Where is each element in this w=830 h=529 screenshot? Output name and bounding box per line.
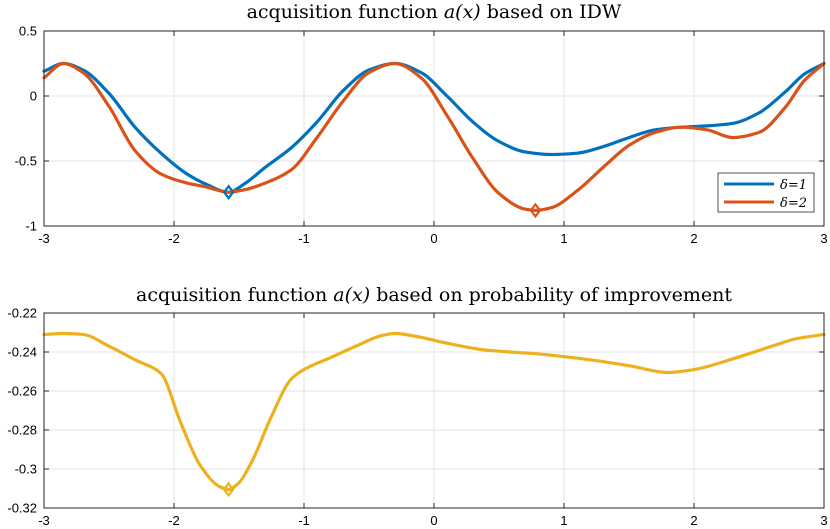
x-tick-label: 2 <box>690 513 697 528</box>
y-tick-label: -0.32 <box>7 501 37 516</box>
x-tick-label: 0 <box>430 231 437 246</box>
idw-title: acquisition function a(x) based on IDW <box>247 1 622 23</box>
x-tick-label: 3 <box>820 231 827 246</box>
pi-grid <box>43 312 825 509</box>
legend-box <box>717 172 815 213</box>
idw-panel: acquisition function a(x) based on IDW -… <box>15 1 828 246</box>
y-tick-label: -1 <box>25 219 37 234</box>
minimum-diamond-marker <box>529 202 542 219</box>
y-tick-label: 0.5 <box>19 24 37 39</box>
y-tick-label: -0.26 <box>7 384 37 399</box>
legend-label-delta1: δ=1 <box>780 178 807 193</box>
idw-series-group <box>42 61 826 212</box>
y-tick-label: 0 <box>30 89 37 104</box>
minimum-diamond-marker <box>222 481 235 498</box>
idw-legend: δ=1 δ=2 <box>717 172 815 213</box>
x-tick-label: 2 <box>690 231 697 246</box>
pi-series-group <box>42 331 826 492</box>
series-line <box>42 61 826 212</box>
x-tick-label: -1 <box>298 513 310 528</box>
pi-markers <box>222 481 235 498</box>
idw-markers <box>222 184 542 219</box>
x-tick-label: -2 <box>168 231 180 246</box>
legend-label-delta2: δ=2 <box>780 196 807 211</box>
y-tick-label: -0.22 <box>7 306 37 321</box>
idw-ticks: -3 -2 -1 0 1 2 3 -1 -0.5 0 0.5 <box>15 24 828 247</box>
x-tick-label: 1 <box>560 231 567 246</box>
y-tick-label: -0.24 <box>7 345 37 360</box>
series-line <box>42 61 826 194</box>
y-tick-label: -0.28 <box>7 423 37 438</box>
y-tick-label: -0.5 <box>15 154 37 169</box>
x-tick-label: -1 <box>298 231 310 246</box>
x-tick-label: -3 <box>38 513 50 528</box>
x-tick-label: 0 <box>430 513 437 528</box>
series-line <box>42 331 826 492</box>
x-tick-label: 3 <box>820 513 827 528</box>
minimum-diamond-marker <box>222 184 235 201</box>
pi-ticks: -3 -2 -1 0 1 2 3 -0.32 -0.3 -0.28 -0.26 -0.24 -0.22 <box>7 306 827 529</box>
pi-panel: acquisition function a(x) based on proba… <box>7 284 827 528</box>
x-tick-label: -3 <box>38 231 50 246</box>
x-tick-label: 1 <box>560 513 567 528</box>
pi-title: acquisition function a(x) based on proba… <box>136 284 732 306</box>
y-tick-label: -0.3 <box>15 462 37 477</box>
x-tick-label: -2 <box>168 513 180 528</box>
